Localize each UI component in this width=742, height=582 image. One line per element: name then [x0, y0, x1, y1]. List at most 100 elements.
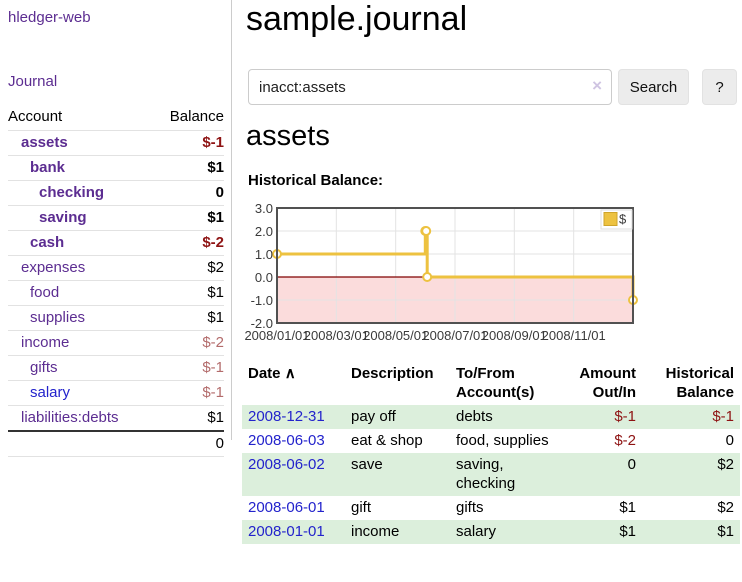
clear-search-icon[interactable]: ×: [592, 76, 602, 95]
svg-text:-1.0: -1.0: [251, 293, 273, 308]
sidebar-item-saving[interactable]: saving: [39, 209, 87, 226]
sidebar-item-food[interactable]: food: [30, 284, 60, 301]
account-row: saving $1: [8, 205, 224, 230]
account-balance: 0: [215, 184, 224, 201]
svg-text:2.0: 2.0: [255, 224, 273, 239]
account-balance: $1: [207, 159, 224, 176]
transaction-date-link[interactable]: 2008-01-01: [248, 523, 325, 540]
svg-text:3.0: 3.0: [255, 203, 273, 216]
account-balance: $-2: [202, 334, 224, 351]
balance-column-header: Balance: [169, 108, 224, 125]
account-balance: $1: [207, 284, 224, 301]
transaction-amount: $1: [619, 499, 636, 516]
search-box: ×: [248, 69, 612, 105]
sidebar-item-assets[interactable]: assets: [21, 134, 68, 151]
sidebar-item-gifts[interactable]: gifts: [30, 359, 58, 376]
svg-text:2008/03/01: 2008/03/01: [304, 328, 369, 343]
account-row: cash $-2: [8, 230, 224, 255]
date-column-header[interactable]: Date ∧: [248, 365, 296, 382]
sidebar-item-supplies[interactable]: supplies: [30, 309, 86, 326]
sidebar-item-cash[interactable]: cash: [30, 234, 65, 251]
transaction-description: pay off: [351, 408, 396, 425]
sidebar-item-expenses[interactable]: expenses: [21, 259, 86, 276]
transaction-amount: $1: [619, 523, 636, 540]
sort-ascending-icon: ∧: [284, 365, 296, 382]
transaction-description: eat & shop: [351, 432, 423, 449]
sidebar: hledger-web Journal Account Balance asse…: [0, 0, 232, 457]
plot-border: [276, 207, 634, 324]
transaction-balance: $-1: [712, 408, 734, 425]
sidebar-item-liabilities-debts[interactable]: liabilities:debts: [21, 409, 119, 426]
account-balance: $1: [207, 209, 224, 226]
transaction-row: 2008-01-01 income salary $1 $1: [242, 520, 740, 544]
help-button[interactable]: ?: [702, 69, 737, 105]
account-row: salary $-1: [8, 380, 224, 405]
account-balance: $1: [207, 409, 224, 426]
transaction-date-link[interactable]: 2008-12-31: [248, 408, 325, 425]
accounts-table-header: Account Balance: [8, 105, 224, 130]
transaction-accounts: food, supplies: [456, 432, 549, 449]
account-row: expenses $2: [8, 255, 224, 280]
accounts-total-row: 0: [8, 430, 224, 457]
svg-text:-2.0: -2.0: [251, 316, 273, 331]
sidebar-item-salary[interactable]: salary: [30, 384, 71, 401]
transaction-accounts: salary: [456, 523, 497, 540]
transaction-accounts: debts: [456, 408, 493, 425]
account-row: bank $1: [8, 155, 224, 180]
account-balance: $-1: [202, 359, 224, 376]
transaction-date-link[interactable]: 2008-06-01: [248, 499, 325, 516]
balance-series: [272, 226, 638, 305]
account-row: assets $-1: [8, 130, 224, 155]
account-row: gifts $-1: [8, 355, 224, 380]
svg-text:2008/09/01: 2008/09/01: [482, 328, 547, 343]
account-balance: $2: [207, 259, 224, 276]
sidebar-item-checking[interactable]: checking: [39, 184, 105, 201]
transaction-row: 2008-06-03 eat & shop food, supplies $-2…: [242, 429, 740, 453]
transaction-balance: 0: [725, 432, 734, 449]
account-heading: assets: [246, 120, 330, 152]
transaction-row: 2008-12-31 pay off debts $-1 $-1: [242, 405, 740, 429]
account-row: income $-2: [8, 330, 224, 355]
transactions-header-row: Date ∧ Description To/From Account(s) Am…: [242, 362, 740, 405]
transaction-description: gift: [351, 499, 372, 516]
account-balance: $-1: [202, 134, 224, 151]
historical-balance-chart: $ 3.0 2.0 1.0 0.0 -1.0 -2.0 2008/01/01 2…: [244, 203, 638, 343]
account-row: checking 0: [8, 180, 224, 205]
app-title-link[interactable]: hledger-web: [8, 9, 91, 26]
transaction-balance: $2: [717, 456, 734, 473]
amount-column-header: Amount Out/In: [579, 365, 636, 401]
svg-text:0.0: 0.0: [255, 270, 273, 285]
transaction-row: 2008-06-02 save saving, checking 0 $2: [242, 453, 740, 496]
x-axis-labels: 2008/01/01 2008/03/01 2008/05/01 2008/07…: [244, 328, 605, 343]
search-input[interactable]: [248, 69, 612, 105]
account-balance: $-2: [202, 234, 224, 251]
svg-text:2008/05/01: 2008/05/01: [363, 328, 428, 343]
transaction-balance: $2: [717, 499, 734, 516]
transaction-description: income: [351, 523, 400, 540]
transaction-date-link[interactable]: 2008-06-02: [248, 456, 325, 473]
accounts-column-header: To/From Account(s): [456, 365, 535, 401]
account-balance: $-1: [202, 384, 224, 401]
account-row: food $1: [8, 280, 224, 305]
transaction-amount: $-1: [614, 408, 636, 425]
svg-text:2008/07/01: 2008/07/01: [422, 328, 487, 343]
sidebar-item-bank[interactable]: bank: [30, 159, 66, 176]
account-balance: $1: [207, 309, 224, 326]
sidebar-item-income[interactable]: income: [21, 334, 70, 351]
search-button[interactable]: Search: [618, 69, 689, 105]
page-title: sample.journal: [246, 0, 468, 38]
transaction-date-link[interactable]: 2008-06-03: [248, 432, 325, 449]
transaction-description: save: [351, 456, 383, 473]
svg-text:2008/11/01: 2008/11/01: [542, 328, 606, 343]
transaction-balance: $1: [717, 523, 734, 540]
balance-column-header: Historical Balance: [665, 365, 734, 401]
account-row: liabilities:debts $1: [8, 405, 224, 430]
search-form: × Search ?: [248, 69, 737, 105]
sidebar-item-journal[interactable]: Journal: [8, 73, 58, 90]
transaction-amount: 0: [627, 456, 636, 473]
chart-title: Historical Balance:: [248, 172, 384, 189]
transaction-row: 2008-06-01 gift gifts $1 $2: [242, 496, 740, 520]
svg-text:1.0: 1.0: [255, 247, 273, 262]
transaction-amount: $-2: [614, 432, 636, 449]
accounts-table: Account Balance assets $-1 bank $1 check…: [8, 105, 224, 457]
